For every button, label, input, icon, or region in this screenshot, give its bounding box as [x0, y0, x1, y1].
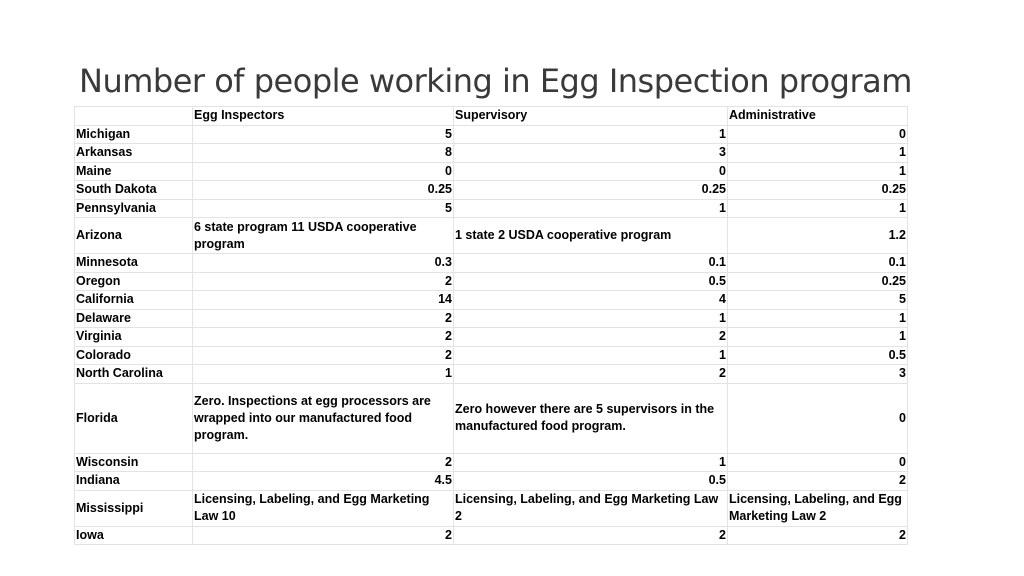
table-row: Wisconsin 2 1 0 — [74, 452, 908, 472]
state-cell: North Carolina — [74, 364, 193, 384]
state-cell: Maine — [74, 161, 193, 181]
state-cell: Pennsylvania — [74, 198, 193, 218]
supervisory-cell: 2 — [453, 327, 728, 347]
supervisory-cell: 1 state 2 USDA cooperative program — [453, 217, 728, 254]
supervisory-cell: 3 — [453, 143, 728, 163]
header-egg-inspectors: Egg Inspectors — [192, 106, 454, 126]
administrative-cell: 3 — [727, 364, 908, 384]
egg-inspectors-cell: 2 — [192, 308, 454, 328]
state-cell: Arkansas — [74, 143, 193, 163]
table-row: Minnesota 0.3 0.1 0.1 — [74, 253, 908, 273]
administrative-cell: 1 — [727, 161, 908, 181]
egg-inspectors-cell: 4.5 — [192, 471, 454, 491]
header-administrative: Administrative — [727, 106, 908, 126]
table-row: Arizona 6 state program 11 USDA cooperati… — [74, 217, 908, 254]
egg-inspectors-cell: 2 — [192, 525, 454, 545]
supervisory-cell: 1 — [453, 345, 728, 365]
administrative-cell: 2 — [727, 525, 908, 545]
table-row: Delaware 2 1 1 — [74, 308, 908, 328]
state-cell: Minnesota — [74, 253, 193, 273]
state-cell: Virginia — [74, 327, 193, 347]
table-row: South Dakota 0.25 0.25 0.25 — [74, 180, 908, 200]
state-cell: Michigan — [74, 124, 193, 144]
state-cell: South Dakota — [74, 180, 193, 200]
state-cell: Indiana — [74, 471, 193, 491]
administrative-cell: 5 — [727, 290, 908, 310]
table-row: Maine 0 0 1 — [74, 161, 908, 181]
supervisory-cell: 0.5 — [453, 471, 728, 491]
state-cell: California — [74, 290, 193, 310]
egg-inspection-table: Egg Inspectors Supervisory Administrativ… — [74, 106, 908, 545]
administrative-cell: 1 — [727, 143, 908, 163]
egg-inspectors-cell: 0 — [192, 161, 454, 181]
table-row: Florida Zero. Inspections at egg processo… — [74, 382, 908, 454]
administrative-cell: 0 — [727, 382, 908, 454]
header-state — [74, 106, 193, 126]
table-row: Pennsylvania 5 1 1 — [74, 198, 908, 218]
egg-inspectors-cell: 5 — [192, 124, 454, 144]
table-row: California 14 4 5 — [74, 290, 908, 310]
header-supervisory: Supervisory — [453, 106, 728, 126]
table-row: Arkansas 8 3 1 — [74, 143, 908, 163]
egg-inspectors-cell: 14 — [192, 290, 454, 310]
administrative-cell: Licensing, Labeling, and Egg Marketing L… — [727, 489, 908, 527]
state-cell: Wisconsin — [74, 452, 193, 472]
table-row: Virginia 2 2 1 — [74, 327, 908, 347]
supervisory-cell: 0 — [453, 161, 728, 181]
egg-inspectors-cell: 2 — [192, 271, 454, 291]
administrative-cell: 0 — [727, 124, 908, 144]
egg-inspectors-cell: 6 state program 11 USDA cooperative prog… — [192, 217, 454, 254]
administrative-cell: 1.2 — [727, 217, 908, 254]
egg-inspectors-cell: 1 — [192, 364, 454, 384]
supervisory-cell: Zero however there are 5 supervisors in … — [453, 382, 728, 454]
table-row: Colorado 2 1 0.5 — [74, 345, 908, 365]
egg-inspectors-cell: Licensing, Labeling, and Egg Marketing L… — [192, 489, 454, 527]
table-row: Indiana 4.5 0.5 2 — [74, 471, 908, 491]
administrative-cell: 0.5 — [727, 345, 908, 365]
administrative-cell: 0.1 — [727, 253, 908, 273]
table-row: North Carolina 1 2 3 — [74, 364, 908, 384]
supervisory-cell: 1 — [453, 308, 728, 328]
administrative-cell: 1 — [727, 308, 908, 328]
table-body: Michigan 5 1 0 Arkansas 8 3 1 Maine 0 0 1 South Dako… — [74, 124, 908, 545]
supervisory-cell: 0.5 — [453, 271, 728, 291]
supervisory-cell: 2 — [453, 525, 728, 545]
supervisory-cell: 2 — [453, 364, 728, 384]
egg-inspectors-cell: 2 — [192, 327, 454, 347]
table-row: Iowa 2 2 2 — [74, 525, 908, 545]
egg-inspectors-cell: 8 — [192, 143, 454, 163]
egg-inspectors-cell: Zero. Inspections at egg processors are … — [192, 382, 454, 454]
egg-inspectors-cell: 2 — [192, 345, 454, 365]
supervisory-cell: 1 — [453, 198, 728, 218]
administrative-cell: 1 — [727, 327, 908, 347]
supervisory-cell: 0.25 — [453, 180, 728, 200]
supervisory-cell: 0.1 — [453, 253, 728, 273]
table-row: Mississippi Licensing, Labeling, and Egg … — [74, 489, 908, 527]
slide-title: Number of people working in Egg Inspecti… — [79, 62, 912, 100]
egg-inspectors-cell: 2 — [192, 452, 454, 472]
administrative-cell: 0.25 — [727, 180, 908, 200]
state-cell: Colorado — [74, 345, 193, 365]
state-cell: Mississippi — [74, 489, 193, 527]
supervisory-cell: Licensing, Labeling, and Egg Marketing L… — [453, 489, 728, 527]
administrative-cell: 0.25 — [727, 271, 908, 291]
state-cell: Iowa — [74, 525, 193, 545]
egg-inspectors-cell: 0.25 — [192, 180, 454, 200]
egg-inspectors-cell: 5 — [192, 198, 454, 218]
supervisory-cell: 1 — [453, 452, 728, 472]
egg-inspectors-cell: 0.3 — [192, 253, 454, 273]
state-cell: Delaware — [74, 308, 193, 328]
state-cell: Arizona — [74, 217, 193, 254]
supervisory-cell: 1 — [453, 124, 728, 144]
administrative-cell: 1 — [727, 198, 908, 218]
state-cell: Oregon — [74, 271, 193, 291]
supervisory-cell: 4 — [453, 290, 728, 310]
administrative-cell: 2 — [727, 471, 908, 491]
administrative-cell: 0 — [727, 452, 908, 472]
table-row: Michigan 5 1 0 — [74, 124, 908, 144]
table-row: Oregon 2 0.5 0.25 — [74, 271, 908, 291]
state-cell: Florida — [74, 382, 193, 454]
header-row: Egg Inspectors Supervisory Administrativ… — [74, 106, 908, 126]
